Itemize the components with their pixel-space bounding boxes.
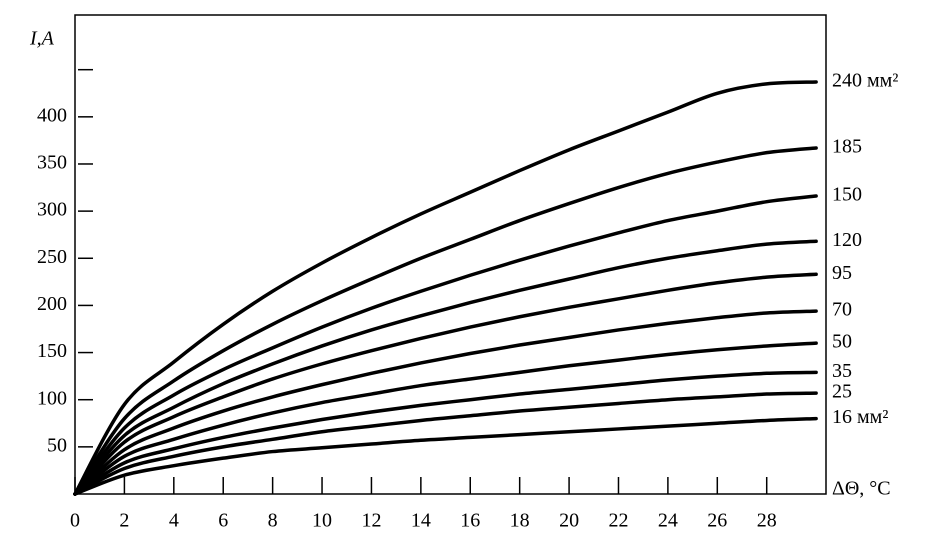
series-line [73, 146, 818, 496]
y-tick-label: 150 [37, 340, 67, 362]
x-tick-label: 8 [268, 510, 278, 532]
y-tick-label: 200 [37, 293, 67, 315]
y-tick-label: 400 [37, 104, 67, 126]
series-line [73, 370, 818, 496]
series-label: 25 [832, 381, 852, 403]
x-tick-label: 12 [361, 510, 381, 532]
x-tick-label: 28 [757, 510, 777, 532]
y-tick-label: 350 [37, 152, 67, 174]
plot-frame [74, 14, 827, 495]
series-label: 185 [832, 136, 862, 158]
x-tick-label: 0 [70, 510, 80, 532]
x-tick-label: 16 [460, 510, 480, 532]
x-tick-label: 14 [411, 510, 431, 532]
series-label: 240 мм² [832, 70, 898, 92]
series-line [73, 391, 818, 496]
x-tick-label: 24 [658, 510, 678, 532]
y-tick-label: 100 [37, 387, 67, 409]
x-axis-label: ΔΘ, °C [832, 478, 891, 500]
x-tick-label: 22 [608, 510, 628, 532]
series-line [73, 416, 818, 496]
series-line [73, 80, 818, 496]
series-label: 16 мм² [832, 406, 888, 428]
series-line [73, 194, 818, 496]
y-tick-label: 250 [37, 246, 67, 268]
x-tick-label: 26 [707, 510, 727, 532]
series-label: 50 [832, 331, 852, 353]
series-label: 120 [832, 229, 862, 251]
x-tick-label: 4 [169, 510, 179, 532]
x-tick-label: 6 [218, 510, 228, 532]
x-tick-label: 2 [119, 510, 129, 532]
series-label: 70 [832, 299, 852, 321]
series-line [73, 239, 818, 496]
y-axis-label: I,A [29, 28, 55, 50]
x-tick-label: 20 [559, 510, 579, 532]
series-line [73, 272, 818, 496]
x-tick-label: 10 [312, 510, 332, 532]
y-tick-label: 50 [47, 434, 67, 456]
x-tick-label: 18 [510, 510, 530, 532]
series-label: 35 [832, 360, 852, 382]
series-label: 95 [832, 262, 852, 284]
series-label: 150 [832, 184, 862, 206]
y-tick-label: 300 [37, 199, 67, 221]
series-line [73, 341, 818, 496]
series-line [73, 309, 818, 496]
